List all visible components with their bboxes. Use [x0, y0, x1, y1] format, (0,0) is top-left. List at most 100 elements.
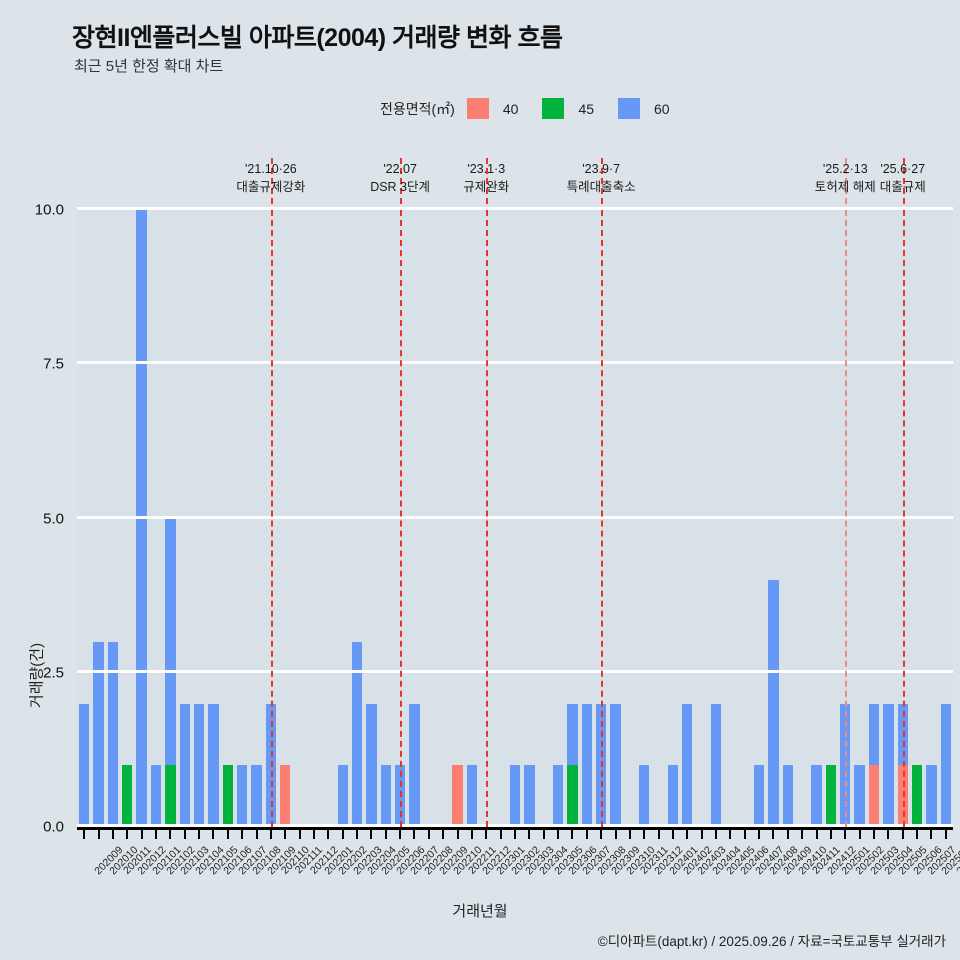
bar-segment[interactable] [179, 703, 190, 827]
x-tick [887, 830, 890, 839]
event-date: '23.9·7 [582, 162, 621, 176]
bar-segment[interactable] [79, 703, 90, 827]
x-tick [312, 830, 315, 839]
bar-segment[interactable] [667, 765, 679, 827]
bar-segment[interactable] [581, 703, 592, 827]
x-tick [786, 830, 789, 839]
x-tick [169, 830, 172, 839]
bar-segment[interactable] [251, 765, 262, 827]
bar-segment[interactable] [409, 703, 420, 827]
x-tick [873, 830, 876, 839]
x-tick [154, 830, 157, 839]
bar-segment[interactable] [351, 641, 363, 827]
bar-segment[interactable] [280, 765, 291, 827]
bar-segment[interactable] [236, 765, 248, 827]
x-tick [614, 830, 617, 839]
event-date: '25.2·13 [822, 162, 868, 176]
bar-segment[interactable] [639, 765, 650, 827]
event-annotation: '25.2·13 토허제 해제 [815, 160, 876, 196]
bar-segment[interactable] [136, 210, 147, 827]
bar-segment[interactable] [710, 703, 722, 827]
x-tick [269, 830, 272, 839]
legend-label: 60 [654, 100, 670, 117]
bar-segment[interactable] [93, 641, 104, 827]
bar-segment[interactable] [897, 703, 908, 766]
bar-segment[interactable] [940, 703, 951, 827]
bar-segment[interactable] [868, 765, 880, 827]
bar-segment[interactable] [753, 765, 765, 827]
bar-segment[interactable] [811, 765, 822, 827]
x-tick [686, 830, 689, 839]
bar-segment[interactable] [265, 703, 277, 827]
bar-segment[interactable] [567, 765, 578, 827]
bar-segment[interactable] [380, 765, 391, 827]
bar-segment[interactable] [682, 703, 693, 827]
x-tick [341, 830, 344, 839]
x-axis: 202009 202010 202011 202012 202101 202102 2021… [77, 827, 960, 877]
x-tick [829, 830, 832, 839]
x-tick [212, 830, 215, 839]
bar-segment[interactable] [509, 765, 521, 827]
x-tick [643, 830, 646, 839]
bar-segment[interactable] [782, 765, 793, 827]
bar-segment[interactable] [165, 518, 176, 766]
y-tick-label: 10.0 [34, 201, 64, 219]
bar-segment[interactable] [150, 765, 162, 827]
legend-label: 45 [578, 100, 595, 117]
bar-segment[interactable] [854, 765, 865, 827]
gridline [77, 669, 953, 673]
bar-segment[interactable] [595, 703, 607, 827]
bar-segment[interactable] [567, 703, 578, 766]
bar-segment[interactable] [926, 765, 937, 827]
bar-segment[interactable] [222, 765, 233, 827]
event-annotation: '22.07 DSR 3단계 [370, 160, 430, 196]
x-tick [528, 830, 531, 839]
legend-entry-60[interactable]: 60 [618, 98, 688, 119]
event-marker-line [400, 210, 403, 827]
event-date: '22.07 [383, 162, 417, 176]
x-tick [657, 830, 660, 839]
bar-segment[interactable] [911, 765, 923, 827]
bar-segment[interactable] [337, 765, 348, 827]
event-marker-stub [845, 158, 848, 204]
bar-segment[interactable] [897, 765, 908, 827]
event-marker-line [270, 210, 273, 827]
x-tick [729, 830, 732, 839]
bar-segment[interactable] [394, 765, 406, 827]
plot-area [77, 207, 953, 827]
x-tick [198, 830, 201, 839]
bar-segment[interactable] [524, 765, 535, 827]
bar-segment[interactable] [366, 703, 377, 827]
event-annotation: '23.9·7 특례대출축소 [567, 160, 636, 196]
x-tick [255, 830, 258, 839]
event-marker-line [902, 210, 905, 827]
event-marker-line [601, 210, 604, 827]
bar-segment[interactable] [208, 703, 219, 827]
legend-entry-45[interactable]: 45 [542, 98, 612, 119]
x-tick [557, 830, 560, 839]
bar-segment[interactable] [768, 580, 779, 827]
gridline [77, 361, 953, 365]
event-marker-stub [270, 158, 273, 204]
x-tick [384, 830, 387, 839]
bar-segment[interactable] [883, 703, 894, 827]
x-tick [370, 830, 373, 839]
legend-entry-40[interactable]: 40 [466, 98, 537, 119]
bar-segment[interactable] [466, 765, 478, 827]
event-description: 대출규제강화 [236, 180, 306, 195]
bar-segment[interactable] [193, 703, 205, 827]
page-title: 장현II엔플러스빌 아파트(2004) 거래량 변화 흐름 [72, 24, 563, 52]
gridline [77, 207, 953, 210]
bar-segment[interactable] [107, 641, 119, 827]
bar-segment[interactable] [552, 765, 564, 827]
x-tick [241, 830, 244, 839]
bar-segment[interactable] [610, 703, 621, 827]
bar-segment[interactable] [868, 703, 880, 766]
bar-segment[interactable] [122, 765, 133, 827]
x-tick [356, 830, 359, 839]
x-tick [844, 830, 847, 839]
bar-segment[interactable] [165, 765, 176, 827]
bar-segment[interactable] [825, 765, 837, 827]
event-description: 토허제 해제 [814, 180, 876, 195]
bar-segment[interactable] [452, 765, 463, 827]
